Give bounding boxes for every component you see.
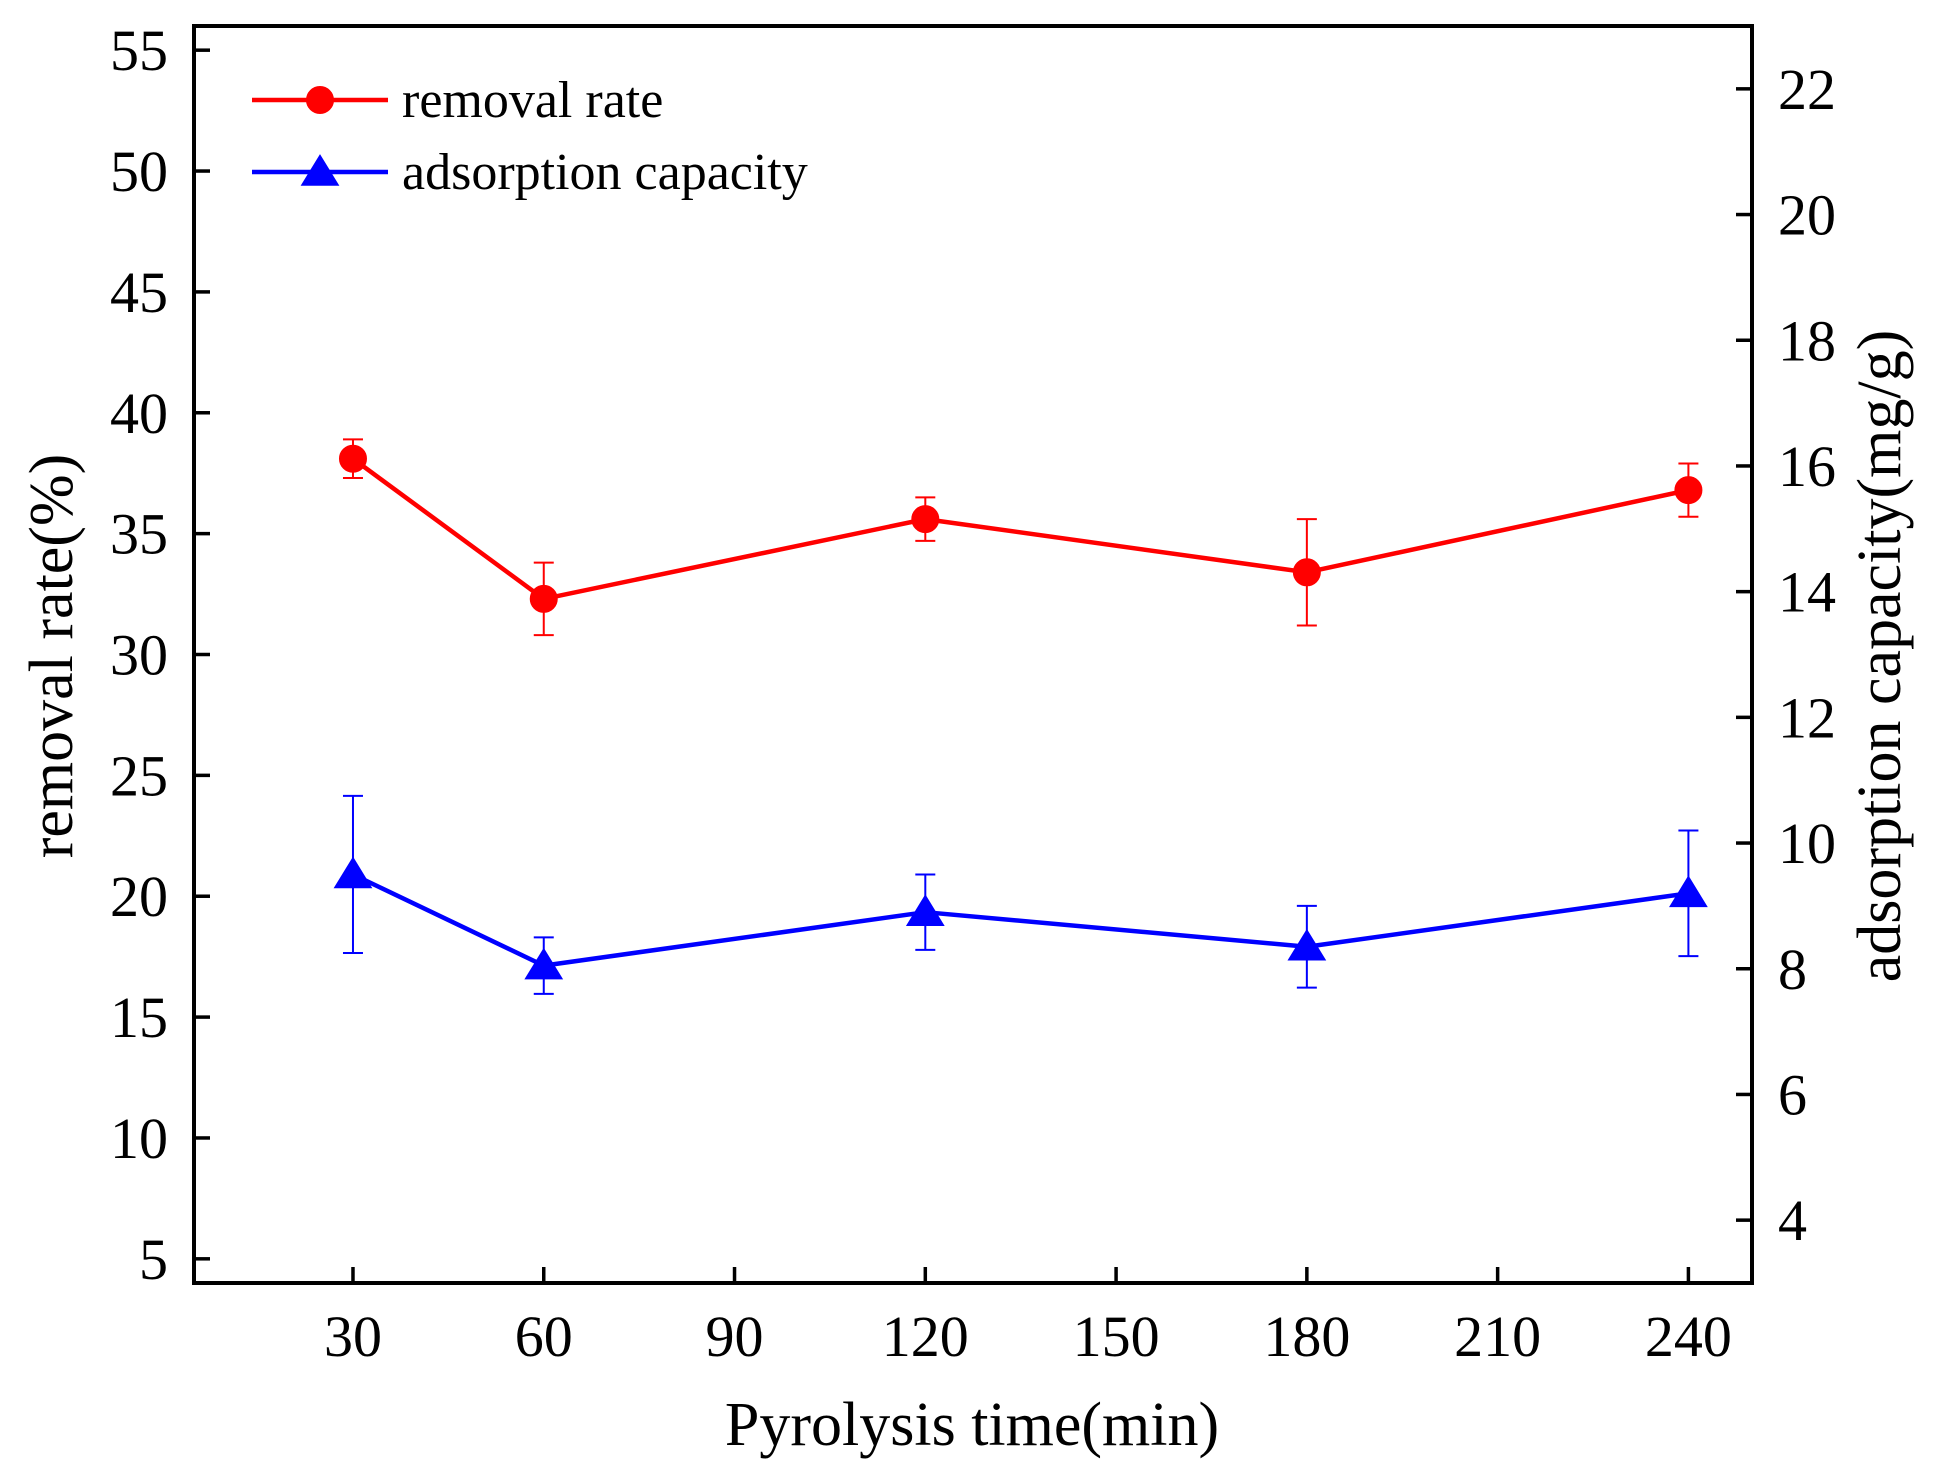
y-tick-label: 40 — [110, 381, 168, 446]
y-tick-label: 30 — [110, 623, 168, 688]
data-point-adsorption-capacity — [1669, 875, 1708, 908]
y-tick-label: 25 — [110, 743, 168, 808]
axes — [192, 24, 1754, 1285]
y2-tick-label: 6 — [1778, 1062, 1807, 1127]
y2-tick-label: 12 — [1778, 685, 1836, 750]
x-tick-label: 30 — [324, 1304, 382, 1369]
data-point-removal-rate — [338, 444, 367, 473]
x-tick-label: 240 — [1645, 1304, 1732, 1369]
series-line-removal-rate — [351, 456, 1689, 602]
series-removal-rate — [338, 438, 1703, 637]
y-tick-label: 35 — [110, 502, 168, 567]
y-axis-title: removal rate(%) — [18, 454, 86, 858]
y2-tick-label: 14 — [1778, 560, 1836, 625]
data-point-adsorption-capacity — [524, 947, 564, 980]
data-point-removal-rate — [1292, 558, 1321, 587]
x-tick-label: 60 — [515, 1304, 573, 1369]
x-tick-label: 180 — [1263, 1304, 1350, 1369]
data-point-adsorption-capacity — [905, 894, 945, 926]
data-point-removal-rate — [1674, 476, 1703, 505]
y-tick-label: 5 — [139, 1227, 168, 1292]
plot-frame — [192, 24, 1754, 1285]
y-tick-label: 55 — [110, 18, 168, 83]
legend: removal rate adsorption capacity — [252, 72, 808, 201]
y2-tick-label: 4 — [1778, 1188, 1807, 1253]
series-line-adsorption-capacity — [352, 872, 1689, 968]
x-axis-title: Pyrolysis time(min) — [725, 1391, 1219, 1459]
legend-label-adsorption-capacity: adsorption capacity — [402, 144, 808, 201]
y-tick-label: 15 — [110, 985, 168, 1050]
y2-tick-label: 18 — [1778, 308, 1836, 373]
x-tick-label: 150 — [1073, 1304, 1160, 1369]
x-tick-label: 90 — [706, 1304, 764, 1369]
data-point-adsorption-capacity — [333, 856, 373, 889]
series-adsorption-capacity — [333, 794, 1708, 995]
y2-tick-label: 10 — [1778, 811, 1836, 876]
data-point-removal-rate — [911, 505, 940, 534]
y2-axis-title: adsorption capacity(mg/g) — [1846, 330, 1914, 983]
legend-label-removal-rate: removal rate — [402, 72, 663, 129]
series — [333, 438, 1708, 995]
y2-tick-label: 22 — [1778, 57, 1836, 122]
y-tick-label: 10 — [110, 1106, 168, 1171]
legend-marker-removal-rate — [306, 86, 334, 114]
y2-tick-label: 20 — [1778, 183, 1836, 248]
data-point-adsorption-capacity — [1287, 928, 1327, 961]
data-point-removal-rate — [529, 584, 558, 613]
y-tick-label: 50 — [110, 139, 168, 204]
x-tick-label: 210 — [1454, 1304, 1541, 1369]
y2-tick-label: 8 — [1778, 937, 1807, 1002]
y2-tick-label: 16 — [1778, 434, 1836, 499]
y-tick-label: 45 — [110, 260, 168, 325]
y-tick-label: 20 — [110, 864, 168, 929]
ticks: 30 60 90 120 150 180 210 240 5 10 15 20 25 30 35 40 45 50… — [110, 18, 1836, 1369]
x-tick-label: 120 — [882, 1304, 969, 1369]
legend-marker-adsorption-capacity — [300, 154, 340, 186]
